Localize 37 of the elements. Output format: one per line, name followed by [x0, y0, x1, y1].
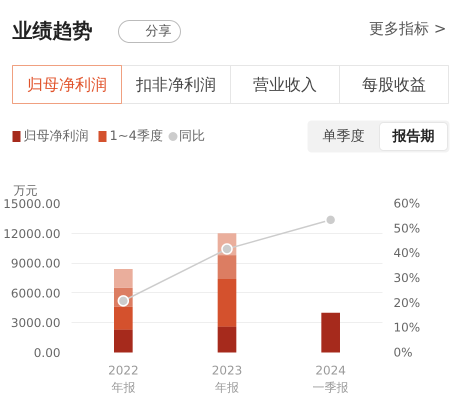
- y-tick-label: 15000.00: [3, 197, 61, 211]
- text: 分享: [146, 23, 172, 39]
- chart-title: 业绩趋势: [12, 18, 92, 42]
- y-axis-title: 万元: [14, 184, 38, 198]
- text: 单季度: [322, 128, 364, 144]
- legend-label: 1~4季度: [110, 128, 163, 144]
- y2-tick-label: 20%: [394, 296, 420, 310]
- bar: [114, 330, 133, 352]
- x-tick-label: 2023 年报: [212, 364, 242, 394]
- y-tick-label: 3000.00: [10, 316, 60, 330]
- bar: [114, 306, 133, 330]
- point: [324, 214, 336, 226]
- y-tick-label: 0.00: [34, 346, 60, 360]
- y-tick-label: 6000.00: [10, 286, 60, 300]
- y2-tick-label: 40%: [394, 246, 420, 260]
- y2-tick-label: 50%: [394, 221, 420, 236]
- text: 更多指标 >: [369, 20, 447, 38]
- y2-tick-label: 10%: [394, 320, 420, 335]
- text: 报告期: [392, 128, 434, 144]
- x-tick-label: 2024 一季报: [312, 364, 349, 394]
- y2-tick-label: 60%: [394, 196, 420, 210]
- bar: [321, 312, 340, 352]
- y2-tick-label: 0%: [394, 346, 413, 360]
- legend-label: 归母净利润: [24, 129, 88, 144]
- legend-label: 同比: [179, 129, 205, 144]
- y2-tick-label: 30%: [394, 271, 420, 285]
- text: 每股收益: [362, 75, 426, 94]
- text: 扣非净利润: [135, 75, 216, 94]
- text: 归母净利润: [27, 75, 107, 94]
- bar: [218, 278, 236, 327]
- text: 营业收入: [253, 75, 317, 94]
- y-tick-label: 9000.00: [10, 256, 60, 271]
- bar: [218, 255, 236, 279]
- x-tick-label: 2022 年报: [108, 364, 139, 394]
- bar: [114, 269, 133, 288]
- bar: [218, 326, 236, 352]
- y-tick-label: 12000.00: [3, 226, 61, 241]
